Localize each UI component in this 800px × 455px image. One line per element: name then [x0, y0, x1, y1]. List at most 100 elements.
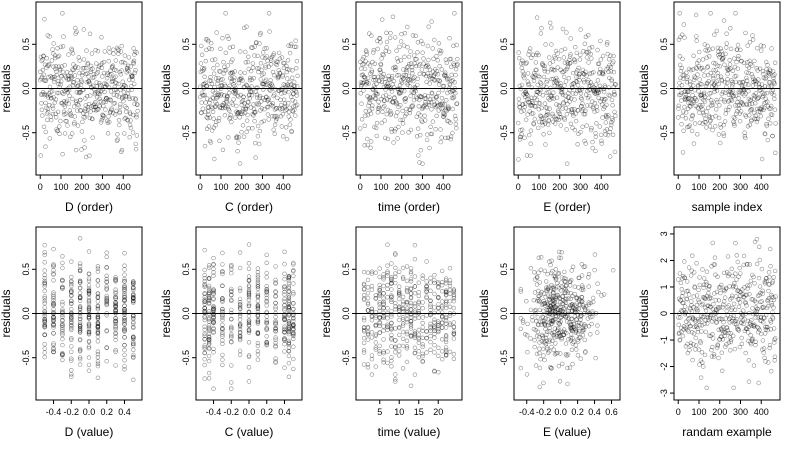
data-point — [748, 107, 754, 112]
data-point — [122, 53, 128, 58]
data-point — [746, 379, 752, 384]
data-point — [548, 94, 553, 99]
data-point — [698, 375, 704, 380]
data-point — [131, 355, 136, 360]
data-point — [434, 94, 439, 100]
data-point — [220, 262, 225, 267]
data-point — [747, 39, 753, 45]
data-point — [434, 94, 440, 99]
data-point — [69, 320, 74, 326]
data-point — [208, 97, 213, 103]
data-point — [709, 80, 714, 85]
data-point — [738, 100, 744, 105]
data-point — [405, 24, 410, 30]
data-point — [86, 308, 92, 313]
x-tick-label: -0.4 — [46, 407, 62, 417]
data-point — [596, 90, 601, 95]
data-point — [704, 385, 709, 390]
data-point — [771, 75, 776, 81]
data-point — [697, 120, 702, 126]
data-point — [221, 101, 227, 106]
data-point — [595, 47, 600, 53]
data-point — [559, 89, 565, 95]
data-point — [516, 157, 521, 162]
data-point — [251, 102, 256, 107]
data-point — [552, 54, 557, 59]
data-point — [772, 72, 777, 77]
data-point — [73, 25, 78, 31]
data-point — [527, 46, 533, 51]
data-point — [258, 30, 263, 36]
data-point — [727, 57, 732, 63]
data-point — [412, 291, 418, 296]
data-point — [428, 76, 433, 81]
data-point — [583, 92, 589, 97]
data-point — [440, 268, 445, 274]
data-point — [582, 138, 587, 144]
data-point — [262, 46, 267, 51]
data-point — [217, 105, 223, 111]
data-point — [537, 351, 542, 356]
data-point — [266, 11, 272, 16]
data-point — [359, 66, 364, 71]
data-point — [580, 71, 586, 76]
data-point — [773, 150, 778, 156]
data-point — [544, 105, 550, 111]
data-point — [712, 80, 718, 86]
data-point — [82, 138, 87, 143]
data-point — [404, 65, 410, 70]
data-point — [244, 82, 249, 88]
data-point — [207, 46, 212, 51]
data-point — [51, 79, 57, 85]
data-point — [92, 104, 98, 110]
data-point — [58, 44, 63, 50]
data-point — [404, 111, 409, 117]
data-point — [248, 105, 254, 110]
data-point — [400, 121, 406, 126]
data-point — [679, 121, 684, 127]
data-point — [291, 344, 296, 349]
data-point — [283, 125, 289, 130]
data-point — [113, 349, 118, 354]
data-point — [124, 105, 129, 111]
x-axis-label: E (value) — [543, 425, 591, 439]
data-point — [522, 104, 527, 110]
data-point — [272, 107, 278, 112]
data-point — [89, 51, 95, 56]
data-point — [276, 50, 282, 56]
data-point — [706, 95, 711, 101]
data-point — [538, 31, 544, 36]
data-point — [252, 118, 257, 124]
data-point — [42, 305, 47, 310]
data-point — [702, 99, 708, 104]
data-point — [220, 352, 225, 358]
x-tick-label: 400 — [754, 182, 769, 192]
data-point — [591, 106, 596, 111]
data-point — [434, 113, 439, 119]
data-point — [556, 56, 562, 62]
data-point — [246, 242, 252, 247]
data-point — [695, 72, 700, 77]
data-point — [112, 87, 117, 92]
data-point — [264, 94, 269, 100]
y-tick-label: -3 — [659, 389, 669, 397]
data-point — [537, 384, 542, 390]
data-point — [575, 353, 581, 358]
data-point — [111, 51, 116, 56]
data-point — [218, 46, 223, 51]
data-point — [612, 92, 617, 98]
data-point — [408, 78, 414, 83]
data-point — [124, 70, 130, 75]
data-point — [428, 321, 433, 326]
data-point — [694, 66, 700, 71]
data-point — [708, 98, 714, 103]
data-point — [532, 116, 537, 122]
data-point — [713, 272, 718, 277]
data-point — [373, 90, 378, 96]
data-point — [287, 50, 293, 56]
data-point — [569, 82, 574, 87]
data-point — [611, 53, 616, 59]
data-point — [113, 319, 118, 324]
data-point — [246, 93, 252, 98]
data-point — [198, 61, 204, 66]
